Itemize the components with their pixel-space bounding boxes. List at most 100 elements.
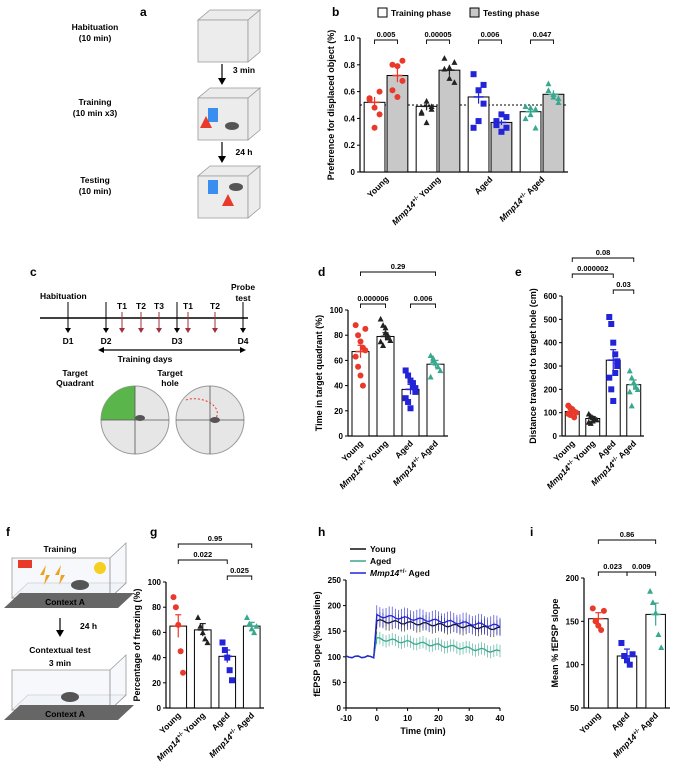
trial-label: T3 — [154, 301, 164, 311]
p-value: 0.29 — [391, 262, 406, 271]
y-tick-label: 150 — [566, 617, 580, 626]
testing-duration: (10 min) — [79, 186, 112, 196]
data-point — [409, 380, 416, 387]
y-tick-label: 250 — [328, 576, 342, 585]
p-value: 0.006 — [414, 294, 433, 303]
y-tick-label: 40 — [334, 382, 343, 391]
data-point — [475, 118, 482, 125]
panel-label-h: h — [318, 525, 325, 539]
y-tick-label: 50 — [570, 704, 579, 713]
p-value: 0.08 — [596, 248, 611, 257]
data-point — [626, 388, 633, 395]
gap-24h-f: 24 h — [80, 621, 97, 631]
data-point — [377, 315, 384, 322]
target-hole-label-2: hole — [161, 378, 179, 388]
data-point — [357, 372, 364, 379]
data-point — [376, 111, 383, 118]
mouse-icon — [225, 122, 239, 130]
data-point — [199, 629, 206, 636]
p-value: 0.95 — [208, 534, 223, 543]
data-point — [366, 96, 373, 103]
day-label: D4 — [238, 336, 249, 346]
data-point — [630, 379, 637, 386]
category-label: Mmp14+/- Aged — [497, 174, 546, 223]
category-label: Young — [365, 174, 390, 199]
data-point — [527, 111, 534, 118]
data-point — [498, 111, 505, 118]
blue-object-icon — [208, 180, 218, 194]
y-tick-label: 40 — [152, 654, 161, 663]
y-axis-label: Distance traveled to target hole (cm) — [528, 288, 538, 444]
data-point — [628, 402, 635, 409]
data-point — [522, 115, 529, 122]
data-point — [423, 119, 430, 126]
data-point — [418, 110, 425, 116]
context-a-label: Context A — [45, 597, 85, 607]
x-tick-label: 30 — [465, 714, 474, 723]
comparison-bracket — [478, 39, 502, 44]
data-point — [352, 353, 359, 360]
y-tick-label: 60 — [334, 356, 343, 365]
data-point — [437, 367, 444, 374]
data-point — [550, 91, 557, 97]
testing-label: Testing — [80, 175, 110, 185]
y-tick-label: 50 — [332, 678, 341, 687]
data-point — [634, 386, 641, 393]
target-quadrant-label: Target — [62, 368, 88, 378]
target-hole-label: Target — [157, 368, 183, 378]
y-axis-label: Time in target quadrant (%) — [314, 315, 324, 431]
data-point — [226, 667, 233, 674]
contextual-test-label: Contextual test — [29, 645, 91, 655]
y-tick-label: 600 — [544, 292, 558, 301]
y-tick-label: 0 — [339, 432, 344, 441]
data-point — [362, 347, 369, 354]
comparison-bracket — [360, 303, 386, 308]
data-point — [428, 103, 435, 110]
data-point — [498, 128, 505, 135]
arena-box-3 — [196, 165, 262, 219]
data-point — [434, 363, 441, 370]
mouse-icon — [229, 183, 243, 191]
data-point — [503, 124, 510, 131]
y-tick-label: 200 — [328, 602, 342, 611]
data-point — [229, 677, 236, 684]
data-point — [493, 122, 500, 129]
data-point — [595, 622, 602, 629]
data-point — [522, 103, 529, 110]
schematic-c: Habituation Probe test T1 T2 T3 T1 T2 D1… — [40, 282, 255, 455]
blue-object-icon — [208, 108, 218, 122]
shock-icon — [55, 565, 65, 585]
data-point — [626, 367, 633, 374]
category-label: Mmp14+/- Aged — [391, 438, 440, 487]
y-tick-label: 0.8 — [344, 61, 356, 70]
training-duration: (10 min x3) — [73, 108, 118, 118]
category-label: Young — [577, 710, 602, 735]
data-point — [194, 614, 201, 620]
p-value: 0.000006 — [357, 294, 388, 303]
panel-label-f: f — [6, 525, 11, 539]
data-point — [545, 87, 552, 93]
data-point — [352, 322, 359, 329]
probe-label-2: test — [235, 293, 250, 303]
category-label: Aged — [609, 710, 631, 732]
bar — [438, 69, 461, 173]
data-point — [624, 657, 630, 664]
y-tick-label: 0 — [351, 168, 356, 177]
y-tick-label: 20 — [152, 679, 161, 688]
data-point — [655, 631, 662, 638]
data-point — [384, 332, 391, 338]
p-value: 0.000002 — [577, 264, 608, 273]
data-point — [382, 329, 389, 336]
series-line — [345, 613, 501, 659]
light-bulb-icon — [94, 562, 106, 574]
data-point — [389, 87, 396, 94]
mouse-icon — [61, 692, 79, 702]
comparison-bracket — [530, 39, 554, 44]
data-point — [589, 417, 596, 424]
p-value: 0.025 — [230, 566, 249, 575]
x-tick-label: 10 — [403, 714, 412, 723]
data-point — [621, 653, 628, 659]
legend-label: Aged — [370, 556, 391, 566]
data-point — [204, 639, 211, 646]
